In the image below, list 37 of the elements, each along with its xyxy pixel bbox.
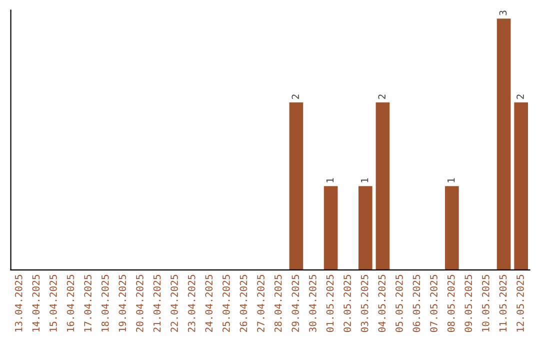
data-label: 2 xyxy=(378,94,386,99)
x-tick-label: 18.04.2025 xyxy=(101,274,109,332)
x-tick-label: 20.04.2025 xyxy=(136,274,144,332)
data-label: 1 xyxy=(326,178,334,182)
x-tick-label: 19.04.2025 xyxy=(118,274,126,332)
x-tick-label: 11.05.2025 xyxy=(499,274,507,332)
x-tick-label: 30.04.2025 xyxy=(309,274,316,332)
x-tick-label: 24.04.2025 xyxy=(205,274,213,332)
x-tick-label: 16.04.2025 xyxy=(66,274,74,332)
x-tick-label: 12.05.2025 xyxy=(516,274,524,332)
x-tick-label: 28.04.2025 xyxy=(274,274,282,332)
x-tick-label: 14.04.2025 xyxy=(32,274,40,332)
data-label: 1 xyxy=(361,178,368,182)
x-tick-label: 06.05.2025 xyxy=(412,274,420,332)
data-label: 1 xyxy=(448,178,455,182)
x-tick-label: 03.05.2025 xyxy=(360,274,368,332)
x-tick-label: 02.05.2025 xyxy=(344,274,351,332)
x-tick-label: 23.04.2025 xyxy=(188,274,196,332)
x-tick-label: 13.04.2025 xyxy=(14,274,22,332)
x-tick-label: 08.05.2025 xyxy=(447,274,455,332)
x-tick-label: 01.05.2025 xyxy=(326,274,334,332)
data-label: 3 xyxy=(499,10,507,16)
data-label: 2 xyxy=(292,94,299,99)
x-tick-label: 17.04.2025 xyxy=(84,274,92,332)
x-tick-label: 22.04.2025 xyxy=(170,274,178,332)
x-tick-label: 05.05.2025 xyxy=(396,274,403,332)
x-tick-label: 04.05.2025 xyxy=(378,274,386,332)
x-tick-label: 25.04.2025 xyxy=(222,274,230,332)
data-label: 2 xyxy=(516,94,524,99)
x-tick-label: 10.05.2025 xyxy=(482,274,490,332)
x-tick-label: 27.04.2025 xyxy=(257,274,264,332)
x-tick-label: 09.05.2025 xyxy=(464,274,472,332)
x-tick-label: 26.04.2025 xyxy=(240,274,248,332)
x-tick-label: 21.04.2025 xyxy=(153,274,161,332)
x-tick-label: 29.04.2025 xyxy=(292,274,300,332)
x-tick-label: 07.05.2025 xyxy=(430,274,438,332)
x-tick-label: 15.04.2025 xyxy=(50,274,57,332)
